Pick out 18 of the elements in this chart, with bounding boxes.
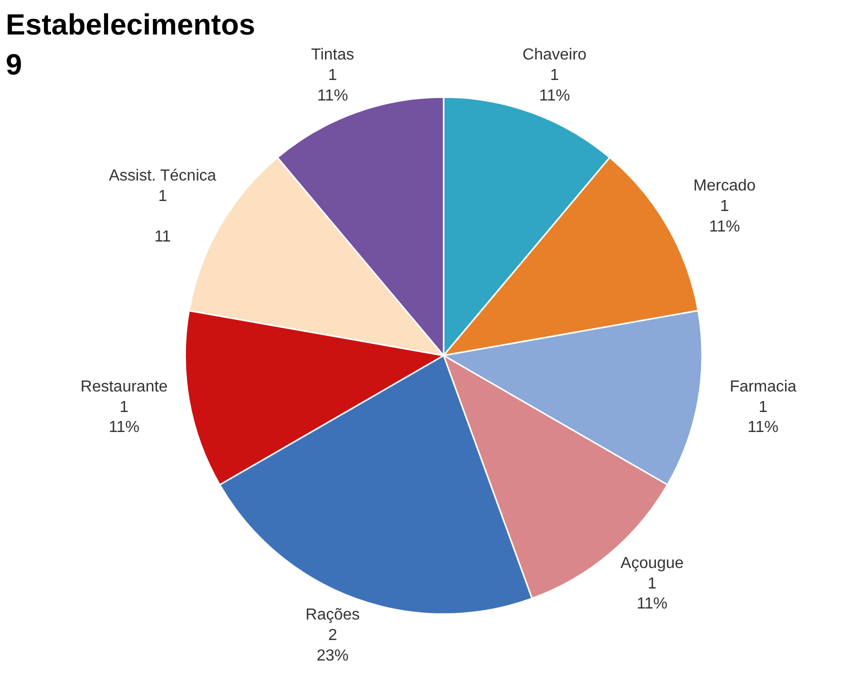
data-label: 1 11% <box>108 398 140 436</box>
data-label: 1 11% <box>636 575 668 613</box>
data-label: 2 23% <box>316 627 349 664</box>
slice-label: Farmacia <box>730 378 797 396</box>
slice-label: Chaveiro <box>522 46 587 64</box>
chart-subtitle: 9 <box>6 48 22 82</box>
data-label: 1 11% <box>317 66 348 104</box>
text: 1 11 <box>154 188 171 246</box>
chart-title: Estabelecimentos <box>6 8 256 42</box>
data-label: 1 11% <box>539 66 570 104</box>
data-label: 1 11% <box>709 198 740 236</box>
slice-label: Assist. Técnica <box>108 167 216 184</box>
slice-label: Rações <box>306 606 360 624</box>
slice-label: Açougue <box>620 554 684 572</box>
data-label: 1 11% <box>748 398 779 436</box>
slice-label: Tintas <box>311 46 354 64</box>
slice-label: Restaurante <box>80 378 168 396</box>
slice-label: Mercado <box>693 178 756 195</box>
